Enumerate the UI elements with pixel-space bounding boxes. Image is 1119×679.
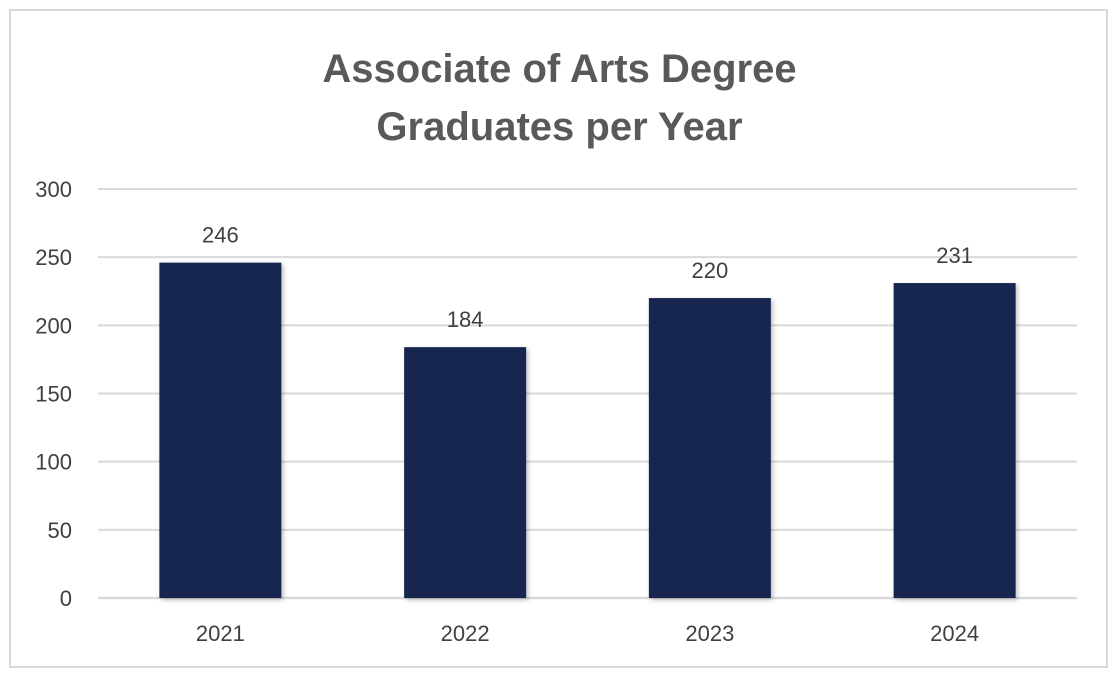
y-tick-label: 50 (48, 518, 72, 543)
data-label-2022: 184 (447, 307, 484, 332)
data-label-2021: 246 (202, 223, 239, 248)
x-axis-categories: 2021 2022 2023 2024 (196, 621, 979, 646)
x-category-label: 2022 (441, 621, 490, 646)
chart-title-line-1: Associate of Arts Degree (322, 47, 797, 91)
data-labels: 246 184 220 231 (202, 223, 973, 333)
bar-2022 (404, 347, 527, 598)
y-tick-label: 100 (35, 450, 72, 475)
y-tick-label: 250 (35, 245, 72, 270)
y-tick-label: 150 (35, 382, 72, 407)
data-label-2024: 231 (936, 243, 973, 268)
chart-title: Associate of Arts Degree Graduates per Y… (0, 40, 1119, 156)
x-category-label: 2024 (930, 621, 979, 646)
bar-2024 (893, 283, 1016, 598)
bar-2023 (648, 298, 771, 598)
x-category-label: 2021 (196, 621, 245, 646)
x-category-label: 2023 (685, 621, 734, 646)
chart-title-line-2: Graduates per Year (376, 105, 743, 149)
y-tick-label: 0 (60, 586, 72, 611)
y-tick-label: 200 (35, 313, 72, 338)
data-label-2023: 220 (692, 258, 729, 283)
bars (159, 262, 1016, 598)
y-axis-ticks: 0 50 100 150 200 250 300 (35, 177, 72, 611)
bar-2021 (159, 262, 282, 598)
y-tick-label: 300 (35, 177, 72, 202)
